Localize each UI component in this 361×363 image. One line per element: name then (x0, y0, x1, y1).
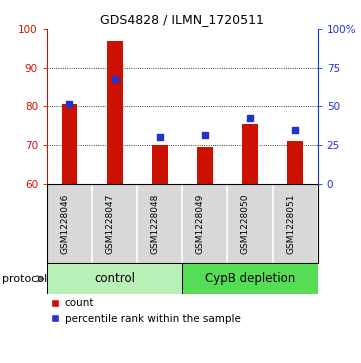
Text: GSM1228051: GSM1228051 (286, 193, 295, 254)
Text: protocol: protocol (2, 274, 47, 284)
Point (292, 127, 298, 132)
Text: GSM1228047: GSM1228047 (106, 193, 115, 254)
Bar (242, 124, 258, 184)
Text: CypB depletion: CypB depletion (205, 272, 295, 285)
Point (67, 102, 73, 107)
Text: GSM1228046: GSM1228046 (61, 193, 70, 254)
Point (202, 132, 208, 138)
Bar (47, 263, 182, 294)
Text: GSM1228048: GSM1228048 (151, 193, 160, 254)
Bar (152, 145, 168, 184)
Text: control: control (94, 272, 135, 285)
Text: GSM1228050: GSM1228050 (241, 193, 250, 254)
Point (112, 76, 118, 82)
Legend: count, percentile rank within the sample: count, percentile rank within the sample (47, 294, 245, 328)
Point (157, 134, 162, 140)
Bar (182, 263, 318, 294)
Point (247, 115, 253, 121)
Bar (287, 141, 303, 184)
Bar (107, 41, 122, 184)
Bar (197, 147, 213, 184)
Bar (62, 105, 77, 184)
Title: GDS4828 / ILMN_1720511: GDS4828 / ILMN_1720511 (100, 13, 264, 26)
Text: GSM1228049: GSM1228049 (196, 193, 205, 254)
